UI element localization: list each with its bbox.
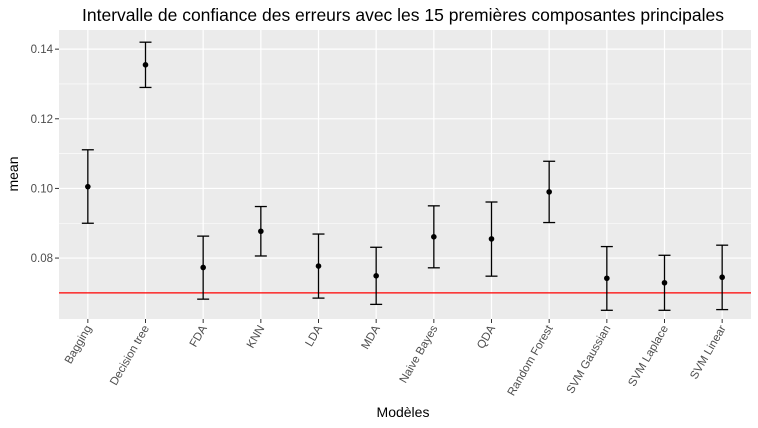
error-bar-lda [312, 233, 325, 299]
mean-point [200, 264, 206, 271]
mean-point [719, 274, 725, 281]
x-tick-label: LDA [304, 323, 326, 349]
y-axis-label: mean [5, 156, 21, 191]
y-axis-ticks: 0.08 0.10 0.12 0.14 [31, 44, 59, 265]
x-tick-label: QDA [475, 323, 498, 351]
error-bar-bagging [81, 149, 94, 224]
y-tick-label: 0.14 [31, 44, 54, 56]
mean-point [142, 62, 149, 68]
error-bars [81, 41, 729, 311]
x-tick-label: KNN [245, 324, 268, 351]
x-tick-label: Random Forest [506, 323, 556, 398]
x-axis-label: Modèles [377, 404, 430, 420]
x-tick-label: Bagging [63, 324, 95, 367]
mean-point [546, 189, 552, 195]
x-tick-label: Naive Bayes [398, 323, 441, 385]
error-bar-fda [197, 235, 210, 300]
y-tick-label: 0.10 [31, 183, 53, 195]
mean-point [373, 273, 379, 279]
error-bar-svm-laplace [658, 254, 671, 311]
x-tick-label: SVM Gaussian [565, 324, 614, 396]
error-bar-naive-bayes [427, 205, 440, 269]
mean-point [488, 236, 495, 242]
mean-point [604, 275, 610, 282]
error-bar-knn [254, 205, 267, 257]
chart-title: Intervalle de confiance des erreurs avec… [82, 5, 724, 25]
error-bar-decision-tree [139, 41, 152, 89]
error-bar-qda [485, 201, 498, 277]
mean-point [661, 279, 668, 286]
x-tick-label: MDA [360, 323, 383, 351]
error-bar-mda [370, 246, 383, 306]
x-axis-ticks: Bagging Decision tree FDA KNN LDA MDA Naive Ba… [63, 319, 729, 398]
x-tick-label: SVM Laplace [627, 324, 672, 389]
error-bar-svm-linear [716, 244, 729, 311]
error-bar-random-forest [543, 160, 556, 224]
plot-panel [59, 30, 751, 319]
mean-point [258, 228, 264, 235]
mean-point [315, 263, 322, 269]
y-tick-label: 0.12 [31, 114, 53, 126]
x-tick-label: Decision tree [108, 324, 152, 388]
mean-point [85, 183, 91, 190]
x-tick-label: FDA [188, 323, 210, 349]
x-tick-label: SVM Linear [688, 323, 729, 381]
y-tick-label: 0.08 [31, 253, 53, 265]
error-bar-svm-gaussian [600, 245, 613, 311]
mean-point [431, 234, 437, 240]
